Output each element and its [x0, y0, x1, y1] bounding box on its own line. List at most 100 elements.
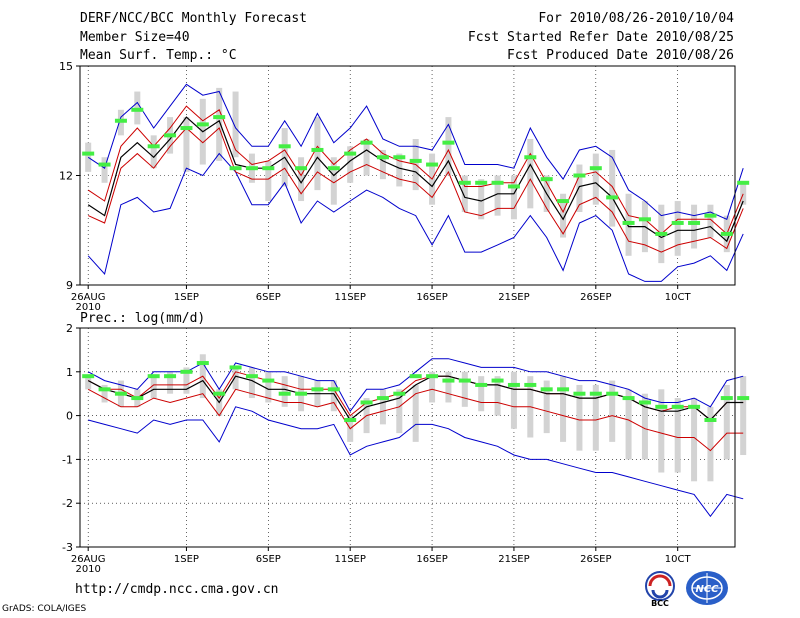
precipitation-range-bar — [101, 384, 108, 403]
temperature-range-bar — [347, 146, 354, 183]
precipitation-range-bar — [674, 398, 681, 473]
temperature-ensemble-marker — [704, 213, 717, 218]
precipitation-range-bar — [412, 384, 419, 442]
temperature-ensemble-marker — [507, 184, 520, 189]
temperature-range-bar — [740, 182, 747, 205]
start-date: Fcst Started Refer Date 2010/08/25 — [467, 30, 734, 45]
precipitation-range-bar — [183, 367, 190, 394]
precipitation-range-bar — [445, 371, 452, 403]
temperature-xtick-label: 26SEP — [580, 292, 611, 303]
precipitation-ensemble-marker — [442, 378, 455, 383]
precipitation-ensemble-marker — [688, 404, 701, 409]
temperature-ytick-label: 9 — [66, 279, 73, 292]
ncc-logo-label: NCC — [695, 584, 719, 595]
precipitation-ensemble-marker — [737, 396, 750, 401]
precipitation-ensemble-marker — [704, 417, 717, 422]
temperature-ensemble-marker — [213, 115, 226, 120]
precipitation-range-bar — [265, 371, 272, 403]
temperature-range-bar — [494, 175, 501, 216]
precipitation-ensemble-marker — [622, 396, 635, 401]
precipitation-ensemble-marker — [491, 378, 504, 383]
precipitation-ytick-label: -3 — [62, 541, 73, 554]
precipitation-ensemble-marker — [147, 374, 160, 379]
temperature-range-bar — [592, 153, 599, 205]
precipitation-line-mean — [87, 375, 744, 421]
temperature-ensemble-marker — [147, 144, 160, 149]
temperature-ensemble-marker — [737, 180, 750, 185]
temperature-ensemble-marker — [475, 180, 488, 185]
ncc-logo: NCC — [686, 571, 728, 605]
precipitation-range-bar — [510, 371, 517, 429]
precipitation-ensemble-marker — [344, 417, 357, 422]
temperature-range-bar — [576, 164, 583, 212]
precipitation-ytick-label: 1 — [66, 366, 73, 379]
temperature-ensemble-marker — [655, 231, 668, 236]
site-url[interactable]: http://cmdp.ncc.cma.gov.cn — [75, 582, 279, 597]
precipitation-line-min — [88, 406, 744, 518]
temperature-ensemble-marker — [82, 151, 95, 156]
precipitation-ensemble-marker — [278, 391, 291, 396]
temperature-ensemble-marker — [114, 118, 127, 123]
temperature-range-bar — [461, 175, 468, 212]
precipitation-xtick-label: 26SEP — [580, 554, 611, 565]
precipitation-ensemble-marker — [409, 374, 422, 379]
temperature-ensemble-marker — [573, 173, 586, 178]
temperature-xtick-label: 16SEP — [416, 292, 447, 303]
temperature-range-bar — [150, 135, 157, 169]
temperature-ensemble-marker — [589, 166, 602, 171]
precipitation-ensemble-marker — [376, 396, 389, 401]
precipitation-ensemble-marker — [606, 391, 619, 396]
precipitation-range-bar — [723, 384, 730, 460]
precipitation-ensemble-marker — [245, 374, 258, 379]
temperature-xtick-label: 21SEP — [498, 292, 529, 303]
temperature-range-bar — [379, 149, 386, 180]
forecast-period: For 2010/08/26-2010/10/04 — [538, 11, 734, 26]
precipitation-xtick-label: 11SEP — [334, 554, 365, 565]
precipitation-range-bar — [625, 389, 632, 460]
temperature-range-bar — [85, 142, 92, 172]
precipitation-range-bar — [543, 380, 550, 434]
temperature-ensemble-marker — [409, 158, 422, 163]
temperature-xtick-label: 10CT — [665, 292, 692, 303]
precipitation-range-bar — [658, 389, 665, 473]
precipitation-ensemble-marker — [720, 396, 733, 401]
precipitation-ensemble-marker — [82, 374, 95, 379]
precipitation-xtick-label: 1SEP — [174, 554, 199, 565]
temperature-ensemble-marker — [262, 166, 275, 171]
temperature-range-bar — [560, 193, 567, 238]
precipitation-xtick-label: 16SEP — [416, 554, 447, 565]
precipitation-ensemble-marker — [360, 400, 373, 405]
precipitation-ensemble-marker — [213, 391, 226, 396]
precipitation-range-bar — [707, 406, 714, 482]
precipitation-range-bar — [330, 380, 337, 412]
temperature-ensemble-marker — [327, 166, 340, 171]
temperature-range-bar — [330, 157, 337, 205]
temperature-range-bar — [216, 87, 223, 161]
temperature-range-bar — [298, 157, 305, 202]
precipitation-xtick-label: 21SEP — [498, 554, 529, 565]
precipitation-range-bar — [281, 376, 288, 407]
precipitation-xtick-label: 10CT — [665, 554, 692, 565]
precipitation-range-bar — [592, 384, 599, 451]
temperature-xtick-label: 1SEP — [174, 292, 199, 303]
temperature-ensemble-marker — [458, 180, 471, 185]
precipitation-range-bar — [691, 398, 698, 482]
precipitation-ytick-label: 2 — [66, 322, 73, 335]
temperature-range-bar — [609, 149, 616, 227]
temperature-ensemble-marker — [671, 220, 684, 225]
precipitation-ensemble-marker — [557, 387, 570, 392]
temperature-range-bar — [445, 117, 452, 176]
precipitation-ensemble-marker — [507, 382, 520, 387]
temperature-range-bar — [265, 160, 272, 202]
produced-date: Fcst Produced Date 2010/08/26 — [507, 48, 734, 63]
temperature-range-bar — [478, 179, 485, 220]
temperature-ensemble-marker — [638, 217, 651, 222]
precipitation-range-bar — [232, 367, 239, 390]
precipitation-ensemble-marker — [229, 365, 242, 370]
precipitation-frame — [79, 327, 736, 548]
temperature-ensemble-marker — [131, 107, 144, 112]
temperature-ensemble-marker — [720, 231, 733, 236]
precipitation-range-bar — [478, 376, 485, 412]
